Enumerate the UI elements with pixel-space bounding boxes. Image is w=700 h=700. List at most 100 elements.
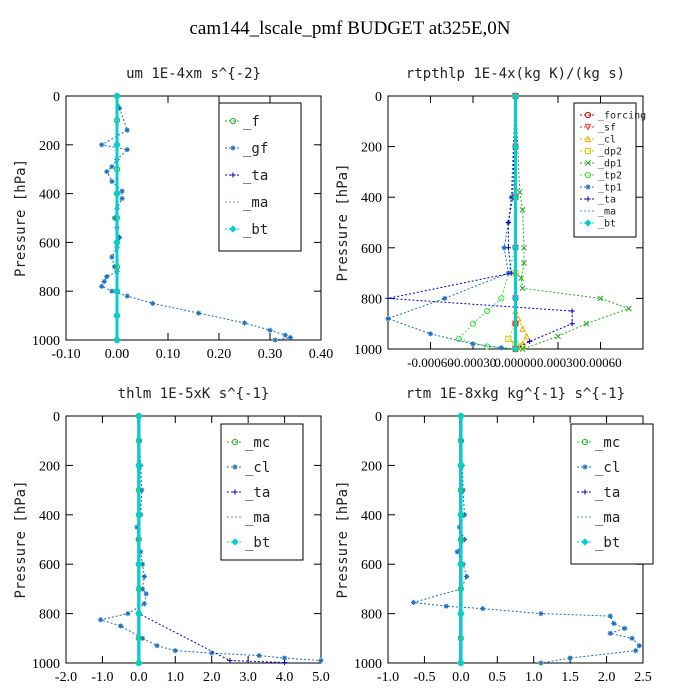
chart3-series-bt-point bbox=[135, 461, 143, 469]
chart2-legend-dp1-marker bbox=[585, 160, 591, 166]
chart1-legend-f-marker bbox=[229, 117, 237, 125]
chart1-series-bt-point bbox=[113, 287, 121, 295]
chart1-ytick-label: 600 bbox=[39, 236, 60, 251]
chart4-series-cl-point bbox=[538, 611, 544, 617]
chart4-series-cl-point bbox=[454, 549, 460, 555]
chart4-series-bt-point bbox=[457, 560, 465, 568]
chart4-series-cl-point bbox=[567, 655, 573, 661]
chart4-xtick-label: -1.0 bbox=[377, 670, 399, 685]
chart1-legend-bt-marker bbox=[229, 225, 237, 233]
chart4-legend-ma-label: _ma bbox=[595, 510, 620, 526]
chart4-ylabel: Pressure [hPa] bbox=[335, 480, 351, 598]
chart2-series-ta-point bbox=[505, 245, 512, 251]
chart2-legend-ta-label: _ta bbox=[598, 195, 616, 206]
chart4-series-cl-point bbox=[611, 620, 617, 627]
chart3-series-cl-point bbox=[141, 601, 147, 607]
chart3-series-bt-point bbox=[135, 560, 143, 568]
chart3-xtick-label: 2.0 bbox=[203, 670, 221, 685]
chart4-series-cl-point bbox=[633, 648, 639, 654]
chart1-series-gf-point bbox=[272, 337, 278, 343]
chart1-series-gf-point bbox=[116, 234, 123, 241]
chart4-ytick-label: 800 bbox=[361, 608, 382, 623]
chart2-ytick-label: 0 bbox=[375, 90, 382, 105]
chart3-series-cl-point bbox=[281, 655, 288, 661]
chart2-legend-tp1-marker bbox=[585, 184, 591, 190]
chart1-legend-ta-label: _ta bbox=[243, 168, 268, 184]
chart1-legend-ma-label: _ma bbox=[243, 195, 268, 211]
chart2-series-tp1-line bbox=[386, 95, 516, 350]
chart2-series-bt-point bbox=[511, 193, 520, 201]
chart3-legend-cl-marker bbox=[232, 464, 238, 470]
chart2-series-tp1-point bbox=[501, 245, 507, 251]
chart4-ytick-label: 200 bbox=[361, 459, 382, 474]
chart3-xtick-label: 4.0 bbox=[276, 670, 294, 685]
chart3-legend-cl-label: _cl bbox=[245, 460, 270, 476]
chart4-legend-ta-label: _ta bbox=[595, 485, 620, 501]
chart2-series-ta-point bbox=[569, 321, 575, 327]
chart3-series-cl-point bbox=[125, 611, 131, 617]
chart2-series-dp1-point bbox=[583, 320, 590, 327]
chart1-series-gf-point bbox=[109, 288, 115, 294]
chart2-legend-ta-marker bbox=[585, 196, 591, 202]
chart3-series-cl-point bbox=[118, 623, 124, 629]
chart3-xtick-label: 0.0 bbox=[130, 670, 148, 685]
chart1-series-bt-point bbox=[113, 312, 121, 320]
chart4-series-cl-point bbox=[464, 573, 470, 580]
chart2-series-dp1-point bbox=[625, 305, 632, 312]
chart2-series-dp2-point bbox=[505, 335, 512, 342]
chart4-legend-ta-marker bbox=[582, 489, 588, 495]
chart4-xtick-label: 0.5 bbox=[489, 670, 507, 685]
chart2-legend-sf-marker bbox=[584, 123, 592, 131]
chart2-series-ta-point bbox=[527, 338, 533, 345]
chart2-series-bt-point bbox=[511, 92, 520, 100]
chart2-legend-box bbox=[573, 102, 637, 238]
chart3-series-bt-point bbox=[135, 610, 143, 618]
chart4-legend-mc-label: _mc bbox=[595, 435, 620, 451]
chart3-ytick-label: 400 bbox=[39, 509, 60, 524]
chart2-xtick-label: -0.00060 bbox=[407, 355, 454, 370]
chart1-legend-ta-marker bbox=[230, 172, 236, 178]
chart2-title: rtpthlp 1E-4x(kg K)/(kg s) bbox=[406, 66, 625, 82]
chart1-xtick-label: 0.30 bbox=[258, 347, 283, 362]
chart2-xtick-label: 0.00060 bbox=[579, 355, 621, 370]
chart4-legend-bt-label: _bt bbox=[595, 535, 620, 551]
chart2-legend-sf-label: _sf bbox=[598, 123, 616, 134]
chart2-ylabel: Pressure [hPa] bbox=[335, 163, 351, 281]
chart2-series-cl-point bbox=[519, 325, 526, 332]
chart1-legend-gf-marker bbox=[230, 145, 236, 151]
chart4-series-cl-point bbox=[443, 603, 449, 609]
chart2-series-bt-point bbox=[511, 244, 520, 252]
chart3-series-cl-point bbox=[134, 524, 140, 530]
chart2-series-tp2-point bbox=[484, 307, 491, 315]
chart2-series-tp2-point bbox=[455, 335, 462, 342]
chart2-legend-tp1-label: _tp1 bbox=[598, 183, 622, 194]
chart3-legend-mc-label: _mc bbox=[245, 435, 270, 451]
chart4-series-cl-line bbox=[413, 415, 641, 664]
chart2-legend-bt-label: _bt bbox=[598, 219, 616, 230]
chart1-series-bt-point bbox=[113, 141, 121, 149]
chart1-series-gf-point bbox=[104, 273, 110, 280]
chart2-legend-dp1-label: _dp1 bbox=[598, 159, 622, 170]
chart2-series-tp1-point bbox=[442, 295, 448, 301]
chart1-ytick-label: 400 bbox=[39, 188, 60, 203]
chart1-series-gf-point bbox=[109, 254, 115, 260]
chart4-xtick-label: 1.5 bbox=[561, 670, 579, 685]
chart4-series-bt-point bbox=[457, 610, 465, 618]
chart3-legend-mc-marker bbox=[231, 438, 239, 446]
chart2-series-ta-line bbox=[387, 95, 573, 350]
chart2-series-cl-line bbox=[515, 96, 528, 350]
chart1-xtick-label: 0.40 bbox=[309, 347, 334, 362]
chart3-series-bt-point bbox=[135, 412, 143, 420]
chart3-series-bt-point bbox=[135, 511, 143, 519]
chart1-series-bt-point bbox=[113, 92, 121, 100]
chart2-series-tp2-point bbox=[469, 320, 477, 327]
chart1-ytick-label: 800 bbox=[39, 285, 60, 300]
chart1-series-gf-point bbox=[196, 310, 202, 316]
chart2-series-bt-point bbox=[511, 345, 520, 353]
chart4-ytick-label: 0 bbox=[375, 410, 382, 425]
chart1-xtick-label: 0.20 bbox=[207, 347, 232, 362]
chart4-series-cl-point bbox=[636, 643, 642, 649]
chart2-series-ta-point bbox=[385, 295, 391, 301]
chart2-ytick-label: 800 bbox=[361, 292, 382, 307]
chart4-legend-bt-marker bbox=[581, 538, 589, 546]
